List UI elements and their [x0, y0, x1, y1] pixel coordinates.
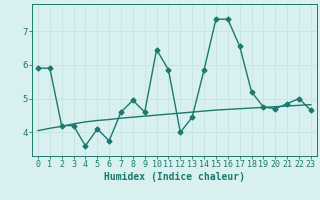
X-axis label: Humidex (Indice chaleur): Humidex (Indice chaleur) — [104, 172, 245, 182]
